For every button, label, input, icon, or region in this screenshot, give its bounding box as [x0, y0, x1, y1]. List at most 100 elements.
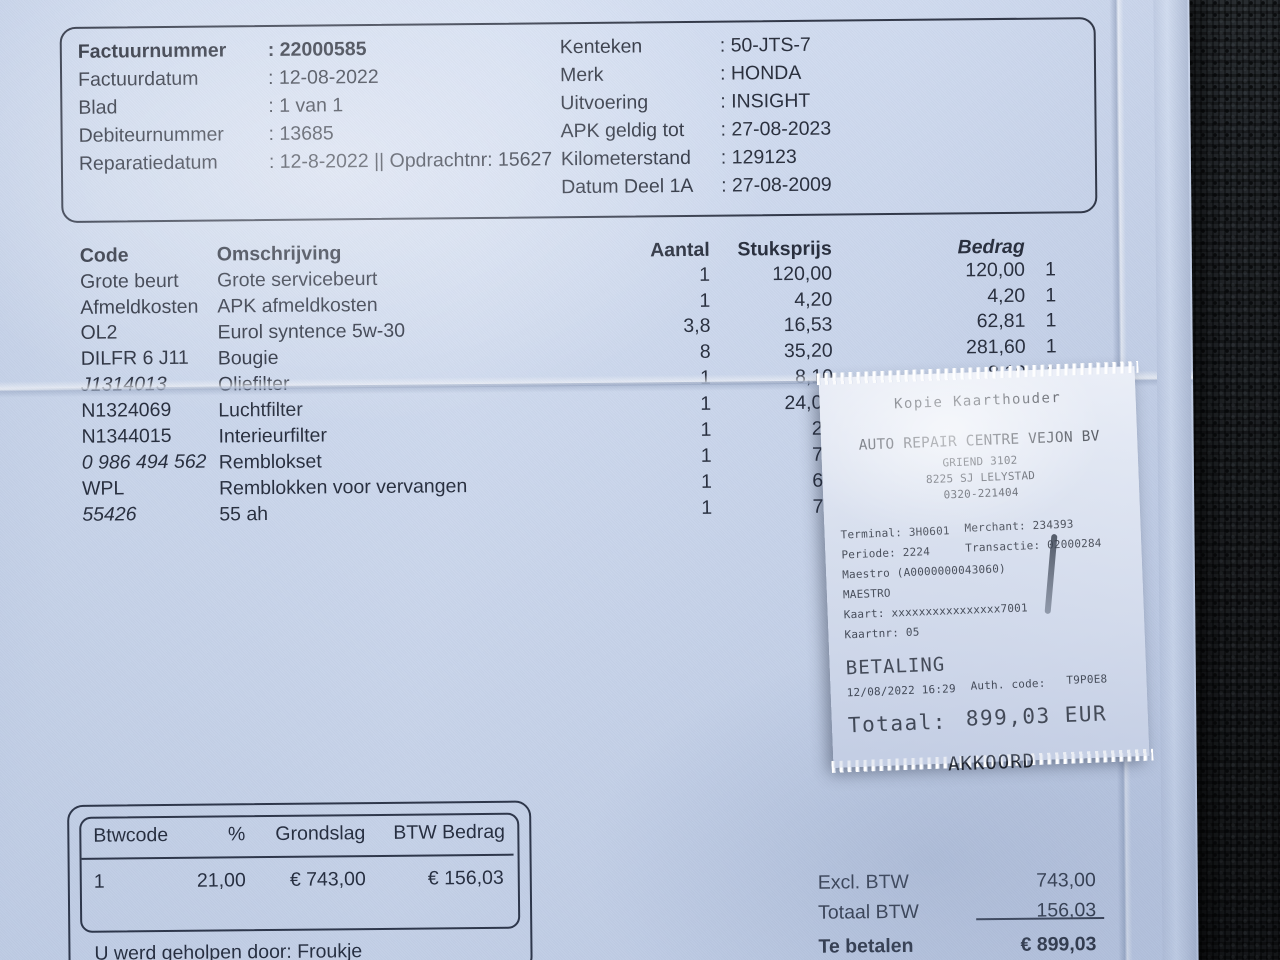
table-row-code: J1314013: [80, 372, 167, 396]
items-column-header-quantity: Aantal: [650, 238, 710, 262]
table-row-code: WPL: [81, 477, 125, 500]
header-value-kilometerstand: : 129123: [720, 145, 797, 169]
header-label-factuurdatum: Factuurdatum: [77, 67, 199, 91]
table-row-unit-price: 63: [724, 470, 834, 493]
header-label-reparatiedatum: Reparatiedatum: [78, 151, 218, 175]
header-value-reparatiedatum: : 12-8-2022 || Opdrachtnr: 15627: [268, 148, 553, 173]
table-row-quantity: 1: [700, 444, 712, 467]
table-row-amount: 4,20: [987, 284, 1026, 308]
vat-row-base: € 743,00: [289, 868, 366, 891]
receipt-scheme-aid: Maestro (A0000000043060): [841, 562, 1007, 582]
receipt-total-value: 899,03 EUR: [965, 701, 1108, 731]
table-row-quantity: 1: [700, 392, 712, 415]
table-row-code: DILFR 6 J11: [80, 346, 189, 370]
header-value-datum-deel-1a: : 27-08-2009: [721, 173, 832, 197]
receipt-merchant-name: AUTO REPAIR CENTRE VEJON BV: [858, 428, 1100, 454]
receipt-copy-label: Kopie Kaarthouder: [893, 389, 1062, 413]
table-row-description: Interieurfilter: [218, 424, 328, 448]
table-row-amount: 281,60: [965, 335, 1026, 359]
vat-row-code: 1: [93, 870, 105, 893]
receipt-periode: Periode: 2224: [841, 545, 931, 562]
table-row-code: N1324069: [81, 398, 172, 422]
table-row-quantity: 1: [701, 496, 713, 519]
table-row-btw-code: 1: [1045, 335, 1057, 358]
total-label-totaal-btw: Totaal BTW: [818, 900, 920, 924]
table-row-unit-price: 26: [723, 418, 834, 441]
table-row-quantity: 8: [699, 340, 711, 363]
table-row-code: N1344015: [81, 424, 172, 448]
table-row-unit-price: 16,53: [783, 313, 833, 337]
payment-receipt: Kopie Kaarthouder AUTO REPAIR CENTRE VEJ…: [816, 360, 1154, 776]
served-by-text: U werd geholpen door: Froukje: [94, 940, 363, 960]
table-row-unit-price: 78: [724, 496, 834, 519]
table-row-description: Luchtfilter: [218, 398, 303, 422]
receipt-auth-label: Auth. code:: [970, 676, 1046, 693]
page-right-edge: [1153, 0, 1197, 960]
table-row-quantity: 3,8: [683, 314, 711, 338]
total-value-te-betalen: € 899,03: [1020, 933, 1097, 956]
receipt-terminal: Terminal: 3H0601: [840, 524, 951, 542]
table-row-unit-price: 120,00: [772, 262, 833, 286]
table-row-code: OL2: [80, 321, 118, 344]
header-label-datum-deel-1a: Datum Deel 1A: [561, 174, 694, 199]
receipt-card-sequence: Kaartnr: 05: [844, 625, 920, 642]
vat-column-header-percent: %: [227, 823, 246, 846]
table-row-unit-price: 4,20: [794, 288, 833, 311]
table-row-description: Grote servicebeurt: [216, 267, 378, 292]
header-label-blad: Blad: [78, 96, 118, 119]
table-row-description: 55 ah: [219, 503, 269, 526]
header-value-apk-geldig-tot: : 27-08-2023: [720, 117, 832, 141]
header-label-factuurnummer: Factuurnummer: [77, 39, 227, 63]
vat-row-amount: € 156,03: [427, 866, 504, 890]
table-row-quantity: 1: [700, 418, 712, 441]
receipt-total-label: Totaal:: [847, 709, 948, 738]
table-row-description: APK afmeldkosten: [217, 293, 378, 318]
table-row-description: Remblokset: [218, 450, 322, 474]
receipt-scheme: MAESTRO: [842, 586, 891, 602]
vat-column-header-base: Grondslag: [275, 822, 366, 845]
header-label-uitvoering: Uitvoering: [560, 91, 649, 115]
receipt-payment-title: BETALING: [845, 653, 946, 680]
table-row-btw-code: 1: [1045, 284, 1057, 307]
header-value-blad: : 1 van 1: [268, 94, 344, 118]
table-row-btw-code: 1: [1044, 258, 1057, 281]
table-row-description: Eurol syntence 5w-30: [217, 319, 406, 344]
header-label-apk-geldig-tot: APK geldig tot: [560, 119, 685, 143]
total-label-excl-btw: Excl. BTW: [817, 870, 909, 894]
total-value-excl-btw: 743,00: [1036, 869, 1096, 892]
items-column-header-code: Code: [79, 244, 129, 267]
items-column-header-unit-price: Stuksprijs: [737, 237, 832, 261]
header-value-kenteken: : 50-JTS-7: [719, 33, 811, 57]
table-row-btw-code: 1: [1045, 309, 1057, 332]
header-label-kilometerstand: Kilometerstand: [560, 146, 692, 171]
header-value-uitvoering: : INSIGHT: [720, 89, 811, 113]
header-value-factuurnummer: : 22000585: [267, 38, 367, 62]
vat-column-header-amount: BTW Bedrag: [393, 820, 506, 844]
table-row-code: 0 986 494 562: [81, 450, 207, 474]
items-column-header-description: Omschrijving: [216, 242, 342, 266]
header-value-merk: : HONDA: [719, 61, 802, 85]
vat-column-header-code: Btwcode: [93, 823, 169, 847]
vat-row-percent: 21,00: [196, 869, 246, 892]
total-label-te-betalen: Te betalen: [818, 934, 914, 958]
table-row-quantity: 1: [699, 289, 711, 312]
header-label-merk: Merk: [559, 63, 604, 87]
items-column-header-amount: Bedrag: [957, 235, 1025, 259]
header-label-debiteurnummer: Debiteurnummer: [78, 123, 224, 147]
table-row-unit-price: 74: [724, 444, 834, 467]
header-value-factuurdatum: : 12-08-2022: [267, 65, 379, 90]
receipt-datetime: 12/08/2022 16:29: [846, 682, 957, 700]
table-row-code: Grote beurt: [79, 269, 179, 293]
table-row-unit-price: 24,00: [784, 391, 834, 415]
table-row-amount: 62,81: [976, 309, 1026, 333]
table-row-quantity: 1: [701, 470, 713, 493]
receipt-card-number: Kaart: xxxxxxxxxxxxxxxx7001: [843, 601, 1029, 622]
header-label-kenteken: Kenteken: [559, 35, 643, 59]
receipt-merchant-id: Merchant: 234393: [964, 517, 1074, 535]
table-row-description: Oliefilter: [217, 372, 290, 396]
table-row-amount: 120,00: [965, 258, 1026, 282]
table-row-code: Afmeldkosten: [80, 295, 199, 319]
table-row-unit-price: 35,20: [783, 339, 833, 363]
table-row-unit-price: 8,10: [794, 365, 834, 388]
